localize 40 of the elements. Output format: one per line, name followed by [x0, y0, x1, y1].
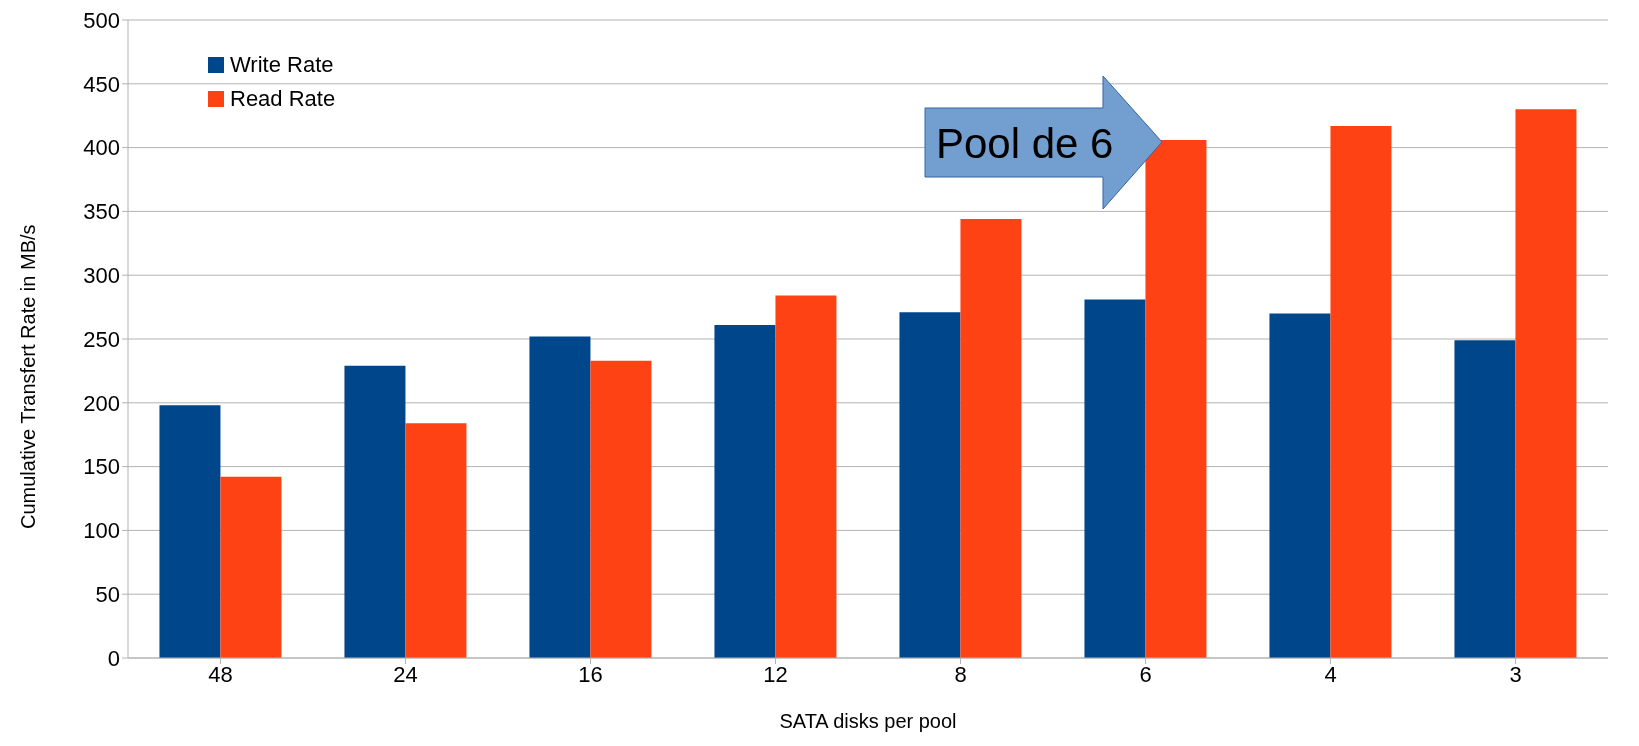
x-axis-title: SATA disks per pool — [779, 710, 957, 732]
bar — [405, 423, 467, 658]
x-tick-label: 24 — [393, 661, 418, 687]
legend-label: Write Rate — [230, 51, 334, 79]
y-tick-label: 500 — [83, 7, 120, 33]
bar — [1330, 125, 1392, 658]
y-tick-label: 250 — [83, 326, 120, 352]
bar — [899, 312, 961, 658]
y-tick-label: 100 — [83, 518, 120, 544]
bar — [344, 365, 406, 658]
x-tick-label: 4 — [1324, 661, 1337, 687]
y-tick-label: 50 — [95, 582, 120, 608]
y-tick-label: 350 — [83, 199, 120, 225]
x-tick-label: 12 — [763, 661, 788, 687]
bar — [1454, 340, 1516, 658]
bar — [159, 405, 221, 658]
bar — [1084, 299, 1146, 658]
y-tick-label: 300 — [83, 263, 120, 289]
y-axis-title: Cumulative Transfert Rate in MB/s — [17, 224, 40, 529]
x-tick-label: 8 — [954, 661, 967, 687]
bar — [590, 360, 652, 658]
bar — [220, 476, 282, 658]
y-tick-label: 200 — [83, 390, 120, 416]
y-tick-label: 0 — [107, 645, 120, 671]
x-tick-label: 6 — [1139, 661, 1152, 687]
legend-label: Read Rate — [230, 85, 336, 113]
bar — [775, 295, 837, 658]
bar — [1269, 313, 1331, 658]
x-tick-label: 16 — [578, 661, 603, 687]
bar — [960, 219, 1022, 658]
y-tick-label: 400 — [83, 135, 120, 161]
bar — [1145, 139, 1207, 658]
y-tick-label: 150 — [83, 454, 120, 480]
x-tick-label: 3 — [1509, 661, 1522, 687]
bar — [1515, 109, 1577, 658]
annotation: Pool de 6 — [936, 120, 1114, 167]
x-tick-label: 48 — [208, 661, 233, 687]
y-tick-label: 450 — [83, 71, 120, 97]
bar — [714, 324, 776, 658]
bar — [529, 336, 591, 658]
